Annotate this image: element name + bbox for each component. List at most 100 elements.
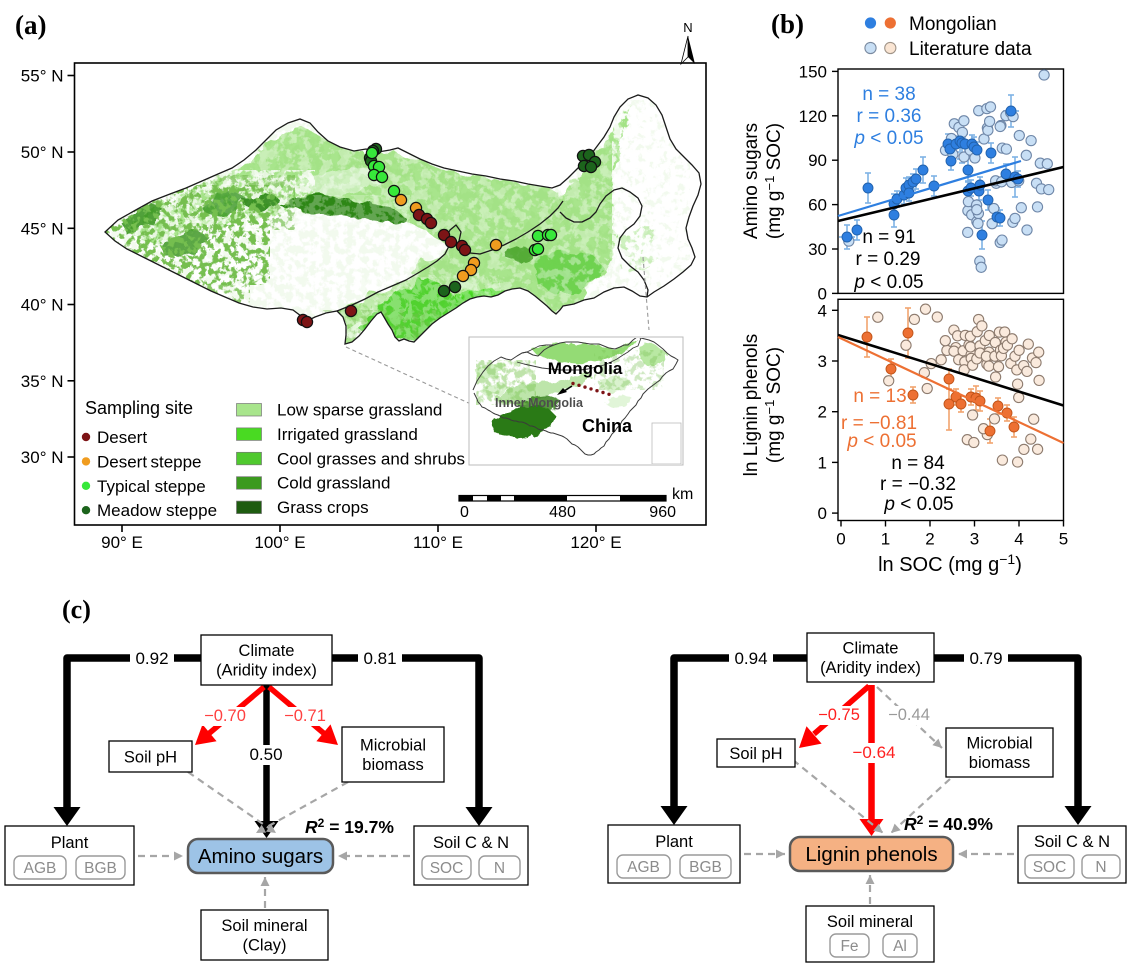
svg-text:Grass crops: Grass crops xyxy=(277,498,369,517)
svg-text:5: 5 xyxy=(1059,530,1068,549)
svg-text:0.79: 0.79 xyxy=(969,649,1002,668)
svg-text:150: 150 xyxy=(799,62,827,81)
svg-text:Soil mineral: Soil mineral xyxy=(221,917,307,935)
svg-text:N: N xyxy=(1095,859,1106,876)
svg-text:4: 4 xyxy=(818,301,827,320)
svg-text:BGB: BGB xyxy=(689,859,722,876)
svg-text:60: 60 xyxy=(808,196,827,215)
svg-text:ln Lignin phenols: ln Lignin phenols xyxy=(741,334,762,477)
svg-text:2: 2 xyxy=(818,403,827,422)
svg-text:35° N: 35° N xyxy=(21,372,64,391)
svg-text:Typical steppe: Typical steppe xyxy=(97,477,206,496)
svg-text:Desert steppe: Desert steppe xyxy=(97,452,202,471)
svg-text:Lignin phenols: Lignin phenols xyxy=(805,843,937,866)
svg-text:Mongolia: Mongolia xyxy=(548,359,623,378)
svg-text:0.94: 0.94 xyxy=(734,649,767,668)
svg-text:0: 0 xyxy=(460,504,469,521)
svg-text:0: 0 xyxy=(818,284,827,303)
svg-text:Literature data: Literature data xyxy=(909,39,1032,60)
svg-text:Desert: Desert xyxy=(97,428,147,447)
svg-text:SOC: SOC xyxy=(430,860,464,877)
svg-text:3: 3 xyxy=(970,530,979,549)
svg-text:0.92: 0.92 xyxy=(135,649,168,668)
svg-text:120: 120 xyxy=(799,107,827,126)
svg-text:R2 = 40.9%: R2 = 40.9% xyxy=(904,813,993,834)
svg-text:Microbial: Microbial xyxy=(360,737,426,755)
svg-text:Microbial: Microbial xyxy=(966,735,1032,753)
svg-text:960: 960 xyxy=(649,504,676,521)
svg-text:0: 0 xyxy=(818,504,827,523)
svg-text:−0.64: −0.64 xyxy=(852,743,895,762)
svg-text:n = 84: n = 84 xyxy=(891,453,945,474)
svg-text:N: N xyxy=(683,20,692,35)
svg-text:100° E: 100° E xyxy=(254,533,305,552)
svg-text:km: km xyxy=(672,486,693,503)
svg-text:r = −0.32: r = −0.32 xyxy=(880,474,956,495)
svg-text:90: 90 xyxy=(808,151,827,170)
svg-text:(Clay): (Clay) xyxy=(243,937,287,955)
svg-text:Cold grassland: Cold grassland xyxy=(277,474,390,493)
svg-text:R2 = 19.7%: R2 = 19.7% xyxy=(305,816,394,837)
svg-text:−0.44: −0.44 xyxy=(888,706,930,724)
svg-text:Climate: Climate xyxy=(239,642,295,660)
svg-text:AGB: AGB xyxy=(627,859,660,876)
svg-text:r = 0.29: r = 0.29 xyxy=(856,249,921,270)
svg-text:(mg g−1 SOC): (mg g−1 SOC) xyxy=(762,123,785,239)
svg-text:Al: Al xyxy=(893,938,907,955)
svg-text:0: 0 xyxy=(836,530,845,549)
svg-text:p < 0.05: p < 0.05 xyxy=(853,272,923,293)
svg-text:Mongolian: Mongolian xyxy=(909,14,997,35)
svg-text:3: 3 xyxy=(818,352,827,371)
svg-text:(c): (c) xyxy=(62,595,91,624)
svg-text:Cool grasses and shrubs: Cool grasses and shrubs xyxy=(277,449,465,468)
svg-text:Meadow steppe: Meadow steppe xyxy=(97,501,217,520)
svg-text:n = 91: n = 91 xyxy=(862,227,915,248)
svg-text:Soil C & N: Soil C & N xyxy=(1034,833,1110,851)
svg-text:ln SOC (mg g−1): ln SOC (mg g−1) xyxy=(878,551,1022,576)
svg-text:(Aridity index): (Aridity index) xyxy=(820,659,921,677)
svg-text:Soil pH: Soil pH xyxy=(729,745,782,763)
svg-text:Climate: Climate xyxy=(843,640,899,658)
svg-text:40° N: 40° N xyxy=(21,296,64,315)
svg-text:n = 38: n = 38 xyxy=(862,84,915,105)
svg-text:0.81: 0.81 xyxy=(363,649,396,668)
svg-text:Plant: Plant xyxy=(51,834,89,852)
svg-text:−0.75: −0.75 xyxy=(818,706,860,724)
svg-text:50° N: 50° N xyxy=(21,143,64,162)
svg-text:Soil mineral: Soil mineral xyxy=(827,913,913,931)
svg-text:55° N: 55° N xyxy=(21,67,64,86)
svg-text:1: 1 xyxy=(881,530,890,549)
svg-text:SOC: SOC xyxy=(1033,859,1067,876)
svg-text:Irrigated grassland: Irrigated grassland xyxy=(277,425,418,444)
svg-text:Plant: Plant xyxy=(655,833,693,851)
svg-text:biomass: biomass xyxy=(362,756,423,774)
svg-text:China: China xyxy=(582,416,633,436)
svg-text:Inner Mongolia: Inner Mongolia xyxy=(495,396,584,410)
svg-text:30° N: 30° N xyxy=(21,448,64,467)
svg-text:−0.71: −0.71 xyxy=(284,707,326,725)
svg-text:BGB: BGB xyxy=(84,860,117,877)
svg-text:n = 13: n = 13 xyxy=(853,386,906,407)
svg-text:30: 30 xyxy=(808,240,827,259)
svg-text:120° E: 120° E xyxy=(570,533,621,552)
svg-text:4: 4 xyxy=(1014,530,1023,549)
svg-text:110° E: 110° E xyxy=(413,533,463,552)
svg-text:AGB: AGB xyxy=(24,860,57,877)
svg-text:r = 0.36: r = 0.36 xyxy=(857,106,922,127)
svg-text:Sampling site: Sampling site xyxy=(85,398,193,418)
svg-text:1: 1 xyxy=(818,453,827,472)
svg-text:(b): (b) xyxy=(771,9,804,39)
svg-text:p < 0.05: p < 0.05 xyxy=(883,494,953,515)
svg-text:0.50: 0.50 xyxy=(249,745,282,764)
svg-text:Low sparse grassland: Low sparse grassland xyxy=(277,401,442,420)
svg-text:−0.70: −0.70 xyxy=(204,707,246,725)
svg-text:Amino sugars: Amino sugars xyxy=(741,123,762,239)
svg-text:biomass: biomass xyxy=(969,754,1030,772)
svg-text:p < 0.05: p < 0.05 xyxy=(846,431,916,452)
svg-text:45° N: 45° N xyxy=(21,219,64,238)
svg-text:Soil C & N: Soil C & N xyxy=(433,834,509,852)
svg-text:r = −0.81: r = −0.81 xyxy=(841,413,917,434)
svg-text:(mg g−1 SOC): (mg g−1 SOC) xyxy=(762,347,785,463)
svg-text:(a): (a) xyxy=(15,10,46,40)
svg-text:480: 480 xyxy=(549,504,576,521)
